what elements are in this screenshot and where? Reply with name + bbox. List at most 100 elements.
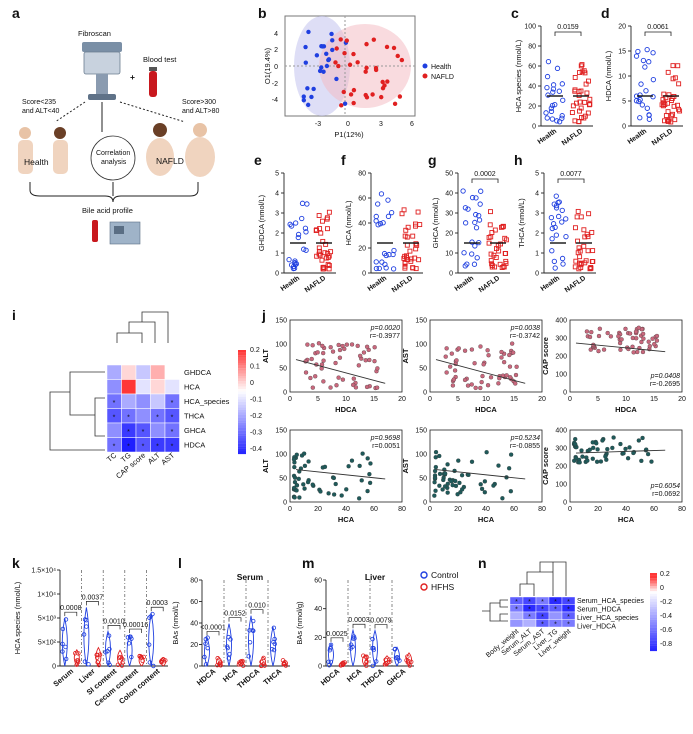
scatter-0: 0 5 10 15 20 0 50 100 150 HDCA ALT p=0.0020r=-0.397… — [261, 318, 406, 415]
scatter-grid-j: 0 5 10 15 20050100150HDCAALTp=0.0020r=-0.397… — [261, 318, 686, 525]
colorbar-segment — [650, 606, 657, 610]
control-point — [60, 641, 65, 647]
significance-bracket — [150, 606, 164, 612]
data-point — [355, 343, 360, 349]
colorbar-segment — [650, 591, 657, 594]
hfhs-point — [238, 659, 244, 664]
significance-bracket — [64, 611, 78, 617]
y-axis-label: HCA (nmol/L) — [344, 200, 353, 246]
control-point — [82, 659, 88, 664]
nafld-point — [392, 101, 398, 107]
plot-frame — [429, 429, 543, 503]
x-tick-label: 20 — [454, 506, 462, 513]
nafld-point — [493, 255, 499, 260]
y-tick-label: 5 — [275, 171, 279, 178]
health-point — [378, 191, 385, 197]
data-point — [587, 334, 593, 340]
nafld-point — [590, 248, 596, 254]
health-point — [559, 113, 565, 119]
nafld-point — [363, 69, 368, 74]
health-point — [559, 81, 565, 87]
nafld-point — [661, 103, 667, 109]
data-point — [357, 463, 362, 469]
data-point — [351, 376, 356, 381]
colorbar-segment — [650, 640, 657, 644]
data-point — [294, 452, 299, 457]
r-value: r=0.0692 — [652, 491, 680, 498]
data-point — [499, 355, 504, 360]
data-point — [646, 339, 651, 344]
i-row-label: THCA — [184, 412, 204, 421]
control-point — [203, 641, 208, 646]
data-point — [320, 343, 325, 349]
colorbar-segment — [238, 448, 246, 452]
health-point — [326, 57, 332, 62]
control-point — [84, 618, 89, 623]
health-point — [554, 118, 560, 124]
colorbar-tick: 0 — [660, 585, 664, 592]
y-tick-label: 100 — [555, 482, 567, 489]
data-point — [507, 352, 512, 358]
significance-star: * — [528, 614, 531, 621]
data-point — [359, 478, 364, 483]
b-legend-health-marker — [422, 63, 428, 69]
panel-label-n: n — [478, 555, 487, 571]
x-tick-label: NAFLD — [304, 275, 327, 294]
nafld-point — [582, 99, 588, 105]
nafld-point — [417, 222, 423, 228]
data-point — [365, 488, 370, 494]
significance-star: * — [142, 429, 145, 436]
data-point — [294, 483, 300, 488]
health-point — [548, 214, 555, 221]
data-point — [337, 355, 343, 360]
nafld-point — [373, 67, 379, 73]
y-tick-label: 400 — [555, 318, 567, 325]
panel-a: a Fibroscan Blood test + Score<235 and A… — [12, 5, 220, 245]
colorbar-segment — [238, 407, 246, 410]
health-point — [295, 231, 302, 238]
health-point — [299, 200, 306, 206]
health-point — [299, 215, 305, 222]
nafld-point — [577, 70, 582, 76]
nafld-point — [486, 235, 492, 240]
health-point — [550, 89, 556, 95]
significance-star: * — [127, 429, 130, 436]
data-point — [482, 479, 488, 484]
control-point — [269, 646, 275, 652]
health-point — [639, 102, 645, 108]
health-point — [303, 60, 308, 65]
data-point — [367, 472, 372, 477]
data-point — [321, 350, 326, 356]
heat-cell — [150, 379, 166, 395]
y-axis-label: ALT — [261, 459, 270, 473]
y-tick-label: 150 — [415, 318, 427, 325]
nafld-point — [341, 89, 346, 95]
colorbar-segment — [238, 425, 246, 429]
blood-tube-icon — [149, 67, 157, 97]
regression-line — [295, 469, 386, 480]
control-violin — [350, 628, 356, 667]
nafld-point — [575, 208, 581, 214]
y-tick-label: 0 — [563, 390, 567, 397]
y-tick-label: 200 — [555, 464, 567, 471]
significance-star: * — [142, 444, 145, 451]
y-axis-label: HDCA (nmol/L) — [604, 50, 613, 101]
m-legend-control: Control — [431, 570, 459, 580]
y-tick-label: 0 — [275, 271, 279, 278]
control-point — [272, 636, 277, 642]
colorbar-segment — [238, 433, 246, 436]
colorbar-segment — [238, 357, 246, 361]
y-tick-label: 0 — [194, 664, 198, 671]
significance-star: * — [515, 607, 518, 614]
data-point — [618, 441, 623, 447]
data-point — [448, 364, 453, 369]
health-point — [314, 53, 320, 58]
control-point — [250, 628, 255, 633]
data-point — [596, 348, 601, 354]
control-point — [150, 611, 155, 617]
control-point — [392, 647, 397, 652]
left-criterion-2: and ALT<40 — [22, 108, 60, 115]
control-violin — [83, 607, 90, 667]
